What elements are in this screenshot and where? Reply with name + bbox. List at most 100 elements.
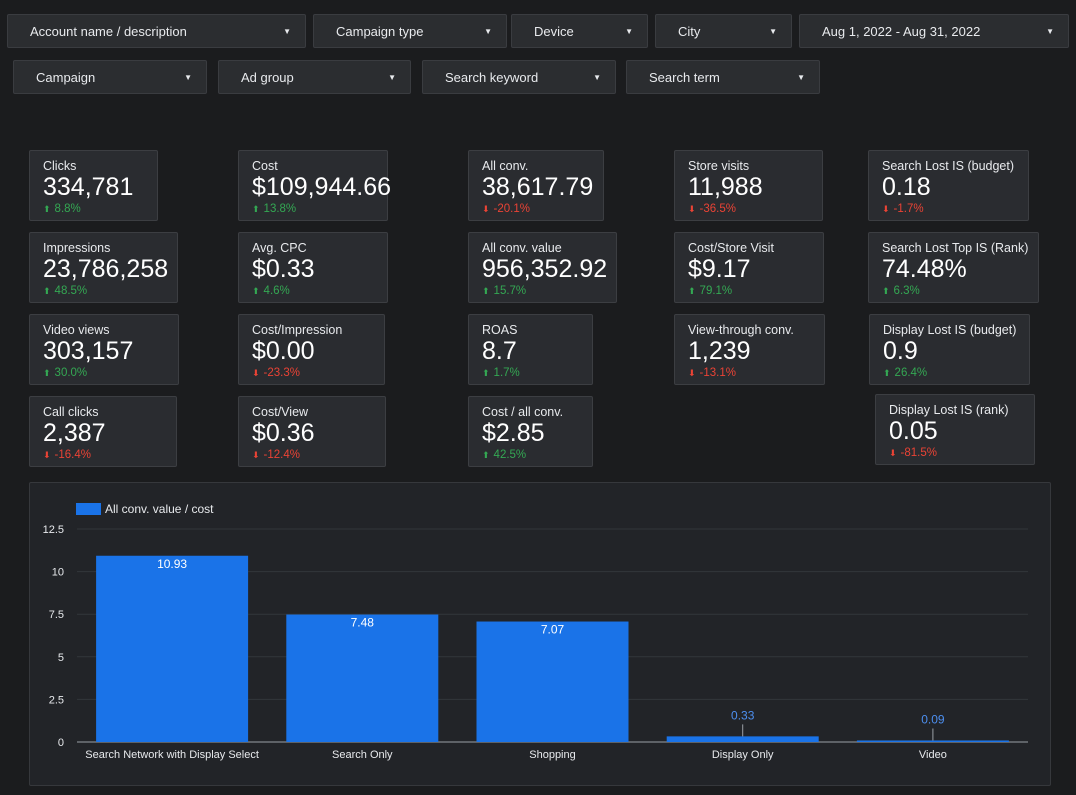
scorecard-cost: Cost $109,944.66 ⬆ 13.8% [238, 150, 392, 221]
conv-value-cost-chart: All conv. value / cost 0 2.5 5 7.5 10 12.5 10.… [29, 482, 1051, 786]
metric-value: 2,387 [43, 419, 106, 447]
metric-label: View-through conv. [688, 323, 794, 337]
metric-change: ⬆ 26.4% [883, 365, 1016, 381]
scorecard-cost-all-conv: Cost / all conv. $2.85 ⬆ 42.5% [468, 396, 593, 467]
arrow-up-icon: ⬆ [482, 368, 490, 378]
date-range-picker[interactable]: Aug 1, 2022 - Aug 31, 2022 ▼ [799, 14, 1069, 48]
metric-value: 1,239 [688, 337, 751, 365]
scorecard-impressions: Impressions 23,786,258 ⬆ 48.5% [29, 232, 178, 303]
metric-value: 0.18 [882, 173, 931, 201]
x-category-label: Display Only [712, 749, 774, 761]
metric-label: Store visits [688, 159, 750, 173]
metric-change-value: -12.4% [263, 449, 300, 461]
metric-change-value: -16.4% [54, 449, 91, 461]
filter-label: Device [534, 23, 574, 39]
arrow-up-icon: ⬆ [43, 286, 51, 296]
scorecard-search-lost-top-is-rank: Search Lost Top IS (Rank) 74.48% ⬆ 6.3% [868, 232, 1039, 303]
metric-value: $0.36 [252, 419, 315, 447]
scorecard-avg-cpc: Avg. CPC $0.33 ⬆ 4.6% [238, 232, 388, 303]
caret-down-icon: ▼ [797, 72, 805, 82]
metric-change: ⬆ 13.8% [252, 201, 374, 217]
arrow-down-icon: ⬇ [688, 204, 696, 214]
scorecard-view-through-conv: View-through conv. 1,239 ⬇ -13.1% [674, 314, 825, 385]
metric-value: 38,617.79 [482, 173, 594, 201]
metric-change: ⬇ -81.5% [889, 445, 1021, 461]
filter-label: Ad group [241, 69, 294, 85]
metric-change: ⬆ 4.6% [252, 283, 374, 299]
y-tick-label: 7.5 [49, 609, 64, 621]
bar-value-label: 7.48 [351, 616, 375, 630]
filter-search-keyword[interactable]: Search keyword ▼ [422, 60, 616, 94]
filter-ad-group[interactable]: Ad group ▼ [218, 60, 411, 94]
caret-down-icon: ▼ [388, 72, 396, 82]
metric-value: 0.05 [889, 417, 938, 445]
filter-search-term[interactable]: Search term ▼ [626, 60, 820, 94]
metric-change-value: -36.5% [699, 203, 736, 215]
scorecard-cost-impression: Cost/Impression $0.00 ⬇ -23.3% [238, 314, 385, 385]
metric-label: All conv. [482, 159, 529, 173]
metric-value: 303,157 [43, 337, 134, 365]
x-category-label: Shopping [529, 749, 576, 761]
bar[interactable] [666, 736, 819, 742]
metric-value: 11,988 [688, 173, 763, 201]
scorecard-all-conv-value: All conv. value 956,352.92 ⬆ 15.7% [468, 232, 617, 303]
metric-value: 0.9 [883, 337, 918, 365]
arrow-up-icon: ⬆ [482, 286, 490, 296]
scorecard-search-lost-is-budget: Search Lost IS (budget) 0.18 ⬇ -1.7% [868, 150, 1029, 221]
caret-down-icon: ▼ [1046, 26, 1054, 36]
metric-change: ⬆ 30.0% [43, 365, 165, 381]
metric-change-value: 48.5% [54, 285, 88, 297]
bar[interactable] [96, 555, 249, 742]
metric-value: 956,352.92 [482, 255, 608, 283]
arrow-up-icon: ⬆ [43, 368, 51, 378]
scorecard-display-lost-is-rank: Display Lost IS (rank) 0.05 ⬇ -81.5% [875, 394, 1035, 465]
scorecard-roas: ROAS 8.7 ⬆ 1.7% [468, 314, 593, 385]
metric-change-value: 30.0% [54, 367, 88, 379]
bar-value-label: 10.93 [157, 557, 187, 571]
metric-change-value: -20.1% [493, 203, 530, 215]
metric-change-value: -81.5% [900, 447, 937, 459]
metric-value: $9.17 [688, 255, 751, 283]
arrow-up-icon: ⬆ [882, 286, 890, 296]
filter-campaign-type[interactable]: Campaign type ▼ [313, 14, 507, 48]
arrow-up-icon: ⬆ [688, 286, 696, 296]
metric-change-value: 79.1% [699, 285, 733, 297]
caret-down-icon: ▼ [593, 72, 601, 82]
arrow-down-icon: ⬇ [43, 450, 51, 460]
bar[interactable] [476, 621, 629, 742]
legend-label: All conv. value / cost [105, 502, 214, 516]
metric-label: Cost/Store Visit [688, 241, 774, 255]
x-category-label: Search Network with Display Select [85, 749, 259, 761]
x-category-label: Search Only [332, 749, 393, 761]
arrow-down-icon: ⬇ [889, 448, 897, 458]
filter-campaign[interactable]: Campaign ▼ [13, 60, 207, 94]
metric-label: Cost/View [252, 405, 309, 419]
x-category-label: Video [919, 749, 947, 761]
metric-change: ⬆ 6.3% [882, 283, 1025, 299]
metric-value: $109,944.66 [252, 173, 392, 201]
filter-city[interactable]: City ▼ [655, 14, 792, 48]
bar-chart-svg: All conv. value / cost 0 2.5 5 7.5 10 12.5 10.… [43, 502, 1028, 761]
arrow-up-icon: ⬆ [252, 204, 260, 214]
scorecard-cost-store-visit: Cost/Store Visit $9.17 ⬆ 79.1% [674, 232, 824, 303]
metric-change-value: -13.1% [699, 367, 736, 379]
metric-change-value: 6.3% [893, 285, 920, 297]
metric-change: ⬇ -36.5% [688, 201, 809, 217]
filter-label: Search keyword [445, 69, 539, 85]
metric-change: ⬇ -23.3% [252, 365, 371, 381]
metric-label: All conv. value [482, 241, 562, 255]
metric-change: ⬆ 15.7% [482, 283, 603, 299]
bar[interactable] [286, 614, 439, 742]
filter-device[interactable]: Device ▼ [511, 14, 648, 48]
arrow-down-icon: ⬇ [688, 368, 696, 378]
arrow-up-icon: ⬆ [43, 204, 51, 214]
metric-value: 74.48% [882, 255, 967, 283]
bar[interactable] [856, 740, 1009, 742]
filter-account-name[interactable]: Account name / description ▼ [7, 14, 306, 48]
metric-value: $0.00 [252, 337, 315, 365]
arrow-down-icon: ⬇ [482, 204, 490, 214]
metric-value: 334,781 [43, 173, 134, 201]
filter-label: Account name / description [30, 23, 187, 39]
metric-value: $0.33 [252, 255, 315, 283]
metric-change-value: -1.7% [893, 203, 924, 215]
